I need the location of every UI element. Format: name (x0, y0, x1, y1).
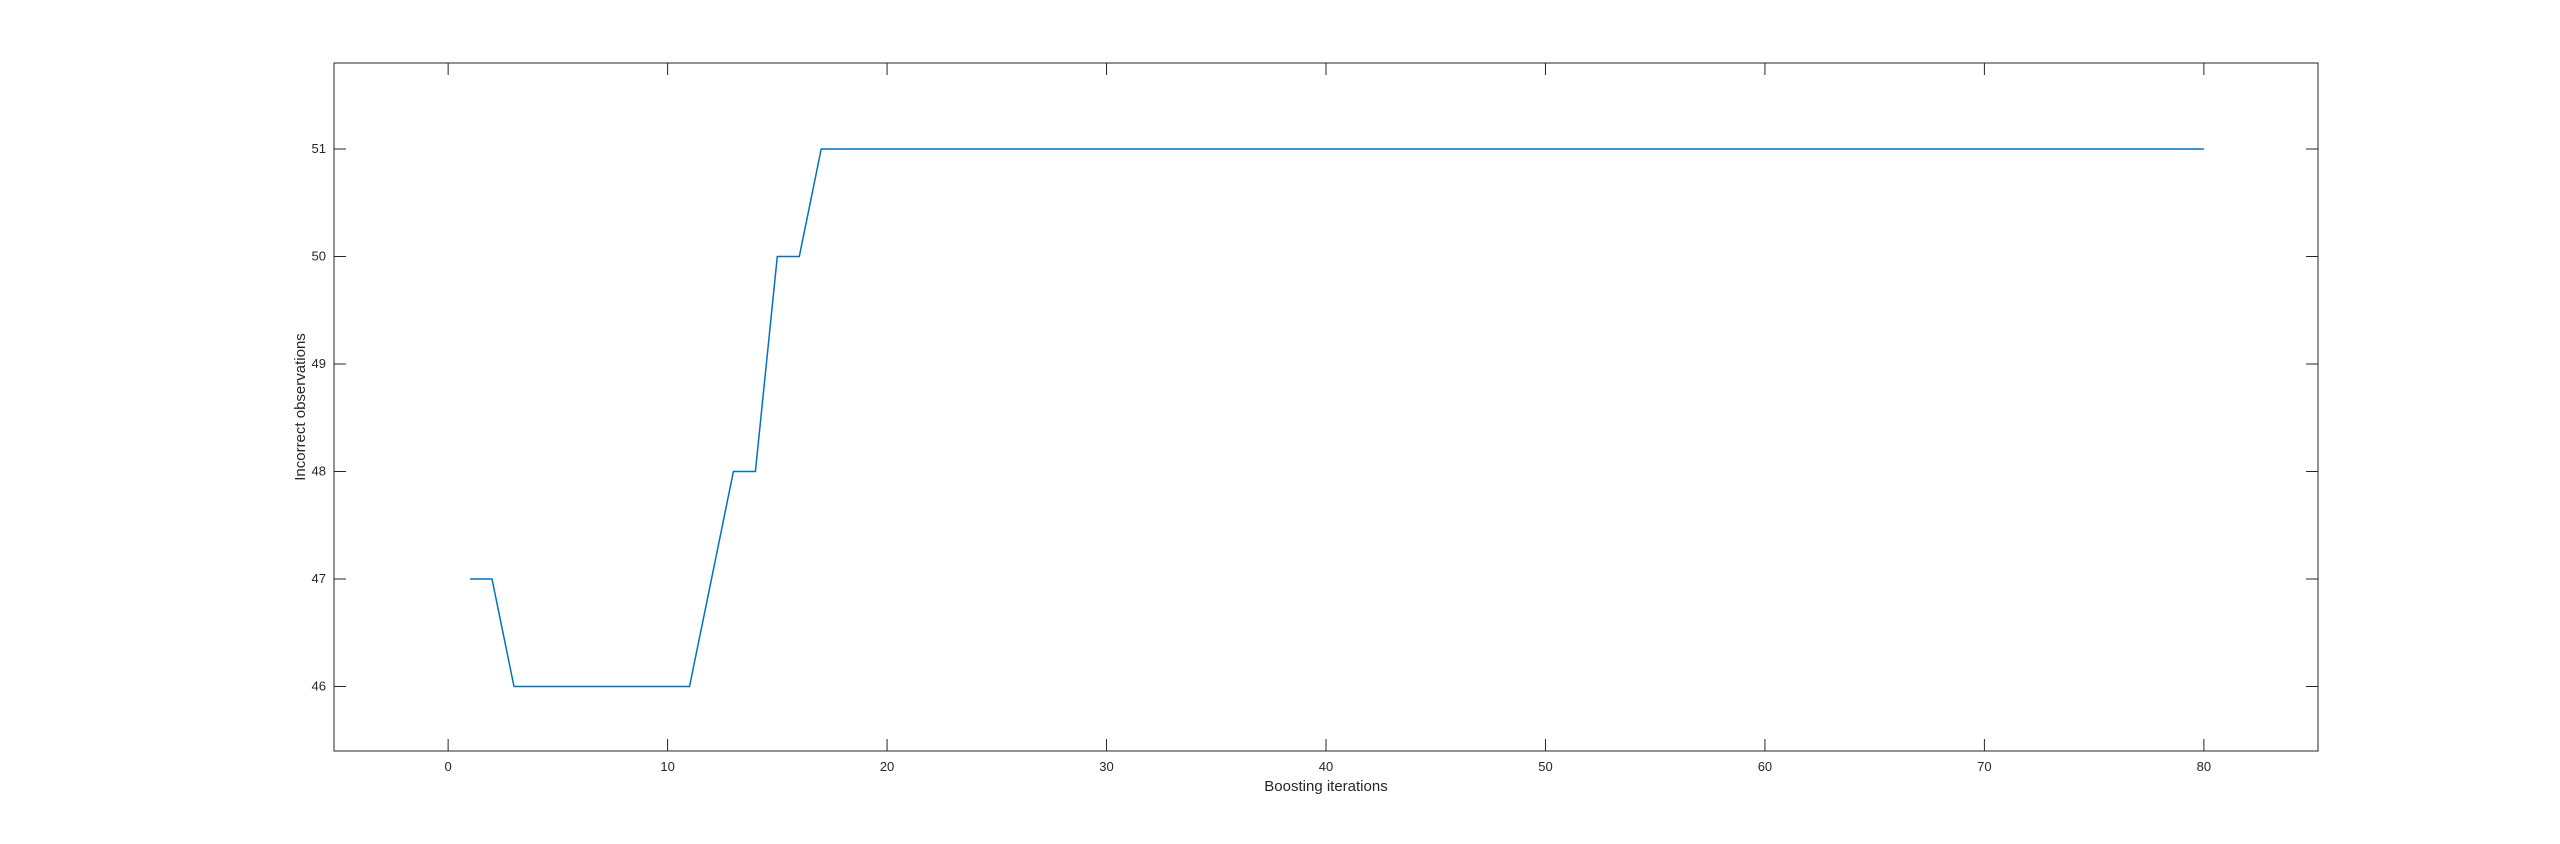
x-tick-label: 40 (1319, 759, 1333, 774)
y-tick-label: 50 (312, 249, 326, 264)
y-tick-label: 51 (312, 141, 326, 156)
x-tick-label: 80 (2197, 759, 2211, 774)
x-tick-label: 30 (1099, 759, 1113, 774)
x-tick-label: 10 (660, 759, 674, 774)
y-tick-label: 49 (312, 356, 326, 371)
x-tick-label: 70 (1977, 759, 1991, 774)
y-tick-label: 48 (312, 464, 326, 479)
x-tick-label: 0 (445, 759, 452, 774)
series-layer (470, 148, 2204, 688)
x-tick-label: 60 (1758, 759, 1772, 774)
series-line (470, 148, 2204, 688)
x-tick-label: 20 (880, 759, 894, 774)
axes-box (333, 62, 2319, 752)
x-tick-label: 50 (1538, 759, 1552, 774)
y-axis-ticks: 46 47 48 49 50 51 (312, 141, 2318, 694)
x-axis-label: Boosting iterations (1264, 778, 1387, 795)
axes-background (334, 63, 2318, 751)
x-axis-ticks: 0 10 20 30 40 50 60 70 80 (445, 63, 2211, 774)
y-axis-label: Incorrect observations (292, 333, 309, 481)
y-tick-label: 46 (312, 679, 326, 694)
y-tick-label: 47 (312, 571, 326, 586)
